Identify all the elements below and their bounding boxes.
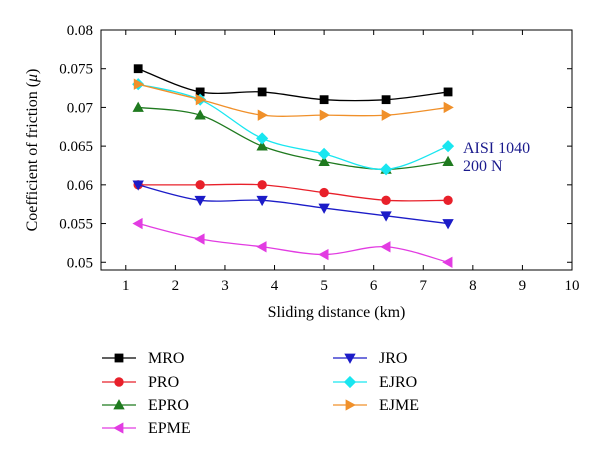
data-point-ejme [133,78,145,90]
data-point-epme [442,256,453,268]
data-point-ejme [195,93,206,106]
annotation-load: 200 N [463,158,503,175]
x-tick-label: 3 [221,278,229,294]
x-tick-label: 6 [370,278,378,294]
series-line-ejro [138,83,449,171]
data-point-epro [256,140,268,151]
data-point-jro [256,195,268,207]
legend-marker [343,375,357,389]
data-point-ejme [443,101,454,114]
series-epme [132,217,453,268]
legend-label: PRO [148,374,179,391]
series-line-epme [138,222,449,263]
data-point-jro [194,195,206,207]
data-point-ejme [257,109,268,121]
legend-item-ejme: EJME [333,397,419,414]
series-line-jro [138,184,449,225]
legend-label: MRO [148,350,184,367]
legend-item-jro: JRO [333,350,407,367]
y-axis-label-symbol: μ [24,74,41,83]
y-tick-label: 0.055 [59,217,93,233]
x-tick-label: 5 [320,278,328,294]
data-point-epme [318,248,329,261]
legend-item-epme: EPME [102,420,191,437]
data-point-ejro [318,147,331,160]
series-line-pro [138,183,449,202]
data-point-pro [319,187,329,198]
legend-marker [114,353,124,363]
y-tick-label: 0.08 [67,23,93,39]
y-tick-label: 0.07 [67,100,94,116]
legend-label: EJRO [379,374,417,391]
legend-marker [345,399,356,411]
series-ejro [132,78,455,176]
y-tick-label: 0.05 [67,255,93,271]
y-axis-label: Coefficient of friction (μ) [24,69,41,232]
data-point-jro [318,203,330,214]
series-pro [133,180,453,206]
data-point-ejro [441,140,455,153]
data-point-mro [319,95,329,105]
series-layer [132,64,455,268]
data-point-pro [381,195,391,206]
legend-item-epro: EPRO [102,397,189,414]
data-point-pro [443,195,453,206]
legend-item-mro: MRO [102,350,184,367]
legend-item-pro: PRO [102,374,179,391]
data-point-pro [195,180,205,190]
data-point-mro [381,95,391,105]
x-tick-label: 2 [172,278,180,294]
data-point-ejro [380,163,393,176]
axis-ticks: 1 2 3 4 5 6 7 8 9 10 0.05 0.055 0.06 0.065 0.07 0.075 0.… [59,23,579,294]
x-tick-label: 7 [420,278,428,294]
data-point-epro [442,155,454,167]
series-ejme [133,78,454,121]
y-axis-label-prefix: Coefficient of friction ( [24,82,41,231]
data-point-epme [194,233,205,245]
data-point-ejme [381,109,392,121]
x-tick-label: 1 [122,278,130,294]
legend-label: EJME [379,397,419,414]
data-point-epme [380,241,391,253]
plot-area-frame [100,29,573,271]
data-point-jro [132,180,144,191]
annotation-material: AISI 1040 [463,140,530,157]
series-mro [133,64,453,105]
x-axis-label: Sliding distance (km) [268,304,406,321]
legend-label: EPRO [148,397,189,414]
data-point-epro [132,101,144,112]
data-point-ejme [319,109,330,121]
series-jro [132,180,454,230]
legend-marker [113,422,124,434]
x-tick-label: 4 [271,278,279,294]
data-point-epro [318,155,330,167]
data-point-mro [443,87,453,97]
data-point-mro [133,64,143,74]
y-tick-label: 0.065 [59,139,93,155]
legend-marker [113,399,125,410]
x-tick-label: 10 [565,278,580,294]
legend-label: JRO [379,350,407,367]
legend-marker [114,377,124,387]
data-point-jro [380,211,392,222]
x-tick-label: 9 [519,278,527,294]
data-point-jro [442,219,454,230]
y-tick-label: 0.075 [59,62,93,78]
data-point-ejro [256,132,269,145]
x-tick-label: 8 [469,278,477,294]
legend-label: EPME [148,420,191,437]
data-point-epro [194,109,206,120]
y-tick-label: 0.06 [67,178,94,194]
legend: MRO PRO EPRO EPME JRO EJRO EJME [102,350,419,437]
data-point-mro [257,87,267,97]
y-axis-label-suffix: ) [24,69,41,74]
data-point-pro [257,180,267,190]
data-point-epme [256,241,267,253]
legend-item-ejro: EJRO [333,374,417,391]
legend-marker [344,353,356,364]
data-point-epme [132,217,143,230]
